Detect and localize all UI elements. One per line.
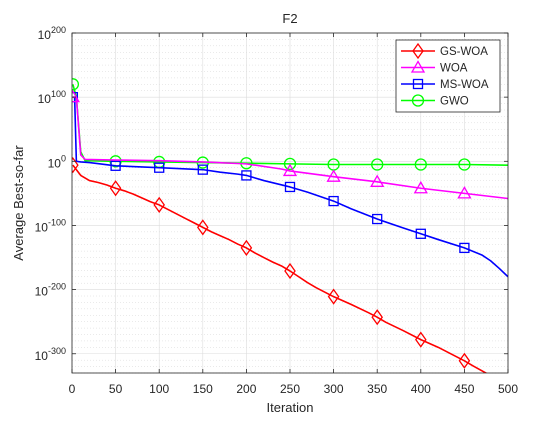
series-marker — [109, 180, 122, 197]
series-marker — [282, 163, 298, 177]
y-tick-label: 100 — [48, 153, 66, 170]
series-marker — [72, 89, 80, 103]
series-marker — [371, 309, 383, 326]
x-tick-label: 100 — [149, 382, 169, 396]
chart-title: F2 — [282, 11, 297, 26]
series-woa — [72, 89, 508, 200]
x-tick-label: 150 — [193, 382, 213, 396]
legend-item: GS-WOA — [401, 42, 488, 60]
legend-marker — [412, 42, 424, 60]
series-marker — [328, 195, 339, 207]
legend-item: WOA — [401, 60, 468, 75]
legend-item: MS-WOA — [401, 78, 489, 91]
series-marker — [415, 228, 426, 239]
series-marker — [457, 186, 472, 199]
y-tick-label: 10-200 — [35, 282, 66, 299]
series-marker — [197, 164, 208, 175]
series-marker — [241, 170, 252, 181]
series-line — [72, 164, 488, 373]
series-marker — [110, 160, 121, 171]
x-tick-label: 200 — [236, 382, 256, 396]
legend-item: GWO — [401, 94, 469, 108]
series-marker — [72, 78, 80, 91]
x-tick-label: 450 — [454, 382, 474, 396]
series-layer — [72, 78, 508, 373]
series-marker — [284, 181, 296, 193]
series-marker — [72, 157, 79, 174]
x-axis: 0 50 100 150 200 250 300 350 400 450 500 — [69, 33, 518, 396]
series-marker — [154, 162, 165, 173]
x-tick-label: 400 — [411, 382, 431, 396]
legend-marker — [412, 78, 424, 90]
series-marker — [284, 262, 296, 280]
y-tick-label: 10-100 — [35, 217, 66, 234]
series-marker — [371, 158, 384, 171]
legend-label: MS-WOA — [440, 79, 489, 91]
series-marker — [413, 180, 428, 194]
series-marker — [458, 158, 471, 171]
series-ms-woa — [72, 92, 508, 278]
series-marker — [415, 331, 427, 348]
series-marker — [109, 155, 122, 168]
x-tick-label: 250 — [280, 382, 300, 396]
legend-label: WOA — [440, 63, 468, 75]
x-axis-title: Iteration — [267, 400, 314, 415]
legend-marker — [411, 94, 425, 107]
x-tick-label: 350 — [367, 382, 387, 396]
x-tick-label: 50 — [109, 382, 123, 396]
series-gs-woa — [72, 157, 488, 373]
y-tick-label: 10100 — [38, 89, 66, 106]
series-marker — [197, 219, 209, 236]
series-marker — [370, 174, 385, 187]
y-axis: 10200 10100 100 10-100 10-200 10-300 — [35, 25, 508, 363]
y-tick-label: 10200 — [38, 25, 66, 42]
series-marker — [327, 288, 340, 305]
y-tick-label: 10-300 — [35, 346, 66, 363]
x-tick-label: 300 — [324, 382, 344, 396]
x-tick-label: 500 — [498, 382, 518, 396]
series-line — [72, 96, 508, 278]
series-marker — [240, 239, 253, 257]
series-marker — [153, 196, 165, 214]
series-marker — [414, 158, 427, 171]
x-tick-label: 0 — [69, 382, 76, 396]
legend: GS-WOA WOA MS-WOA GWO — [395, 39, 501, 113]
series-marker — [372, 213, 383, 225]
legend-label: GWO — [440, 96, 469, 108]
legend-label: GS-WOA — [440, 46, 488, 58]
series-marker — [283, 157, 297, 171]
series-marker — [459, 242, 470, 254]
y-axis-title: Average Best-so-far — [11, 145, 26, 261]
legend-marker — [410, 60, 426, 73]
series-marker — [458, 352, 471, 369]
series-marker — [326, 169, 341, 182]
series-line — [72, 96, 508, 200]
